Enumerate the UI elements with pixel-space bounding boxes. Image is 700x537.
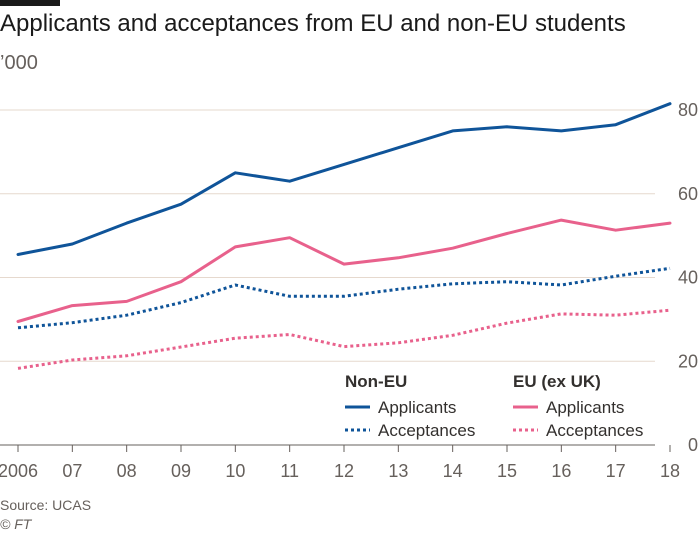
x-tick-label: 15 [497,461,517,481]
x-tick-label: 08 [117,461,137,481]
series-line-non-eu-applicants [16,102,672,256]
legend: Non-EU Applicants Acceptances EU (ex UK) App… [345,372,643,440]
x-tick-label: 07 [62,461,82,481]
y-tick-label: 20 [678,351,698,371]
legend-group-heading: EU (ex UK) [513,372,601,391]
x-tick-label: 10 [225,461,245,481]
x-tick-label: 2006 [0,461,38,481]
x-tick-label: 17 [606,461,626,481]
x-tick-label: 18 [660,461,680,481]
y-axis-ticks: 0 20 40 60 80 [678,100,698,455]
brand-bar [0,0,60,6]
x-axis-ticks: 2006 07 08 09 10 11 12 13 14 15 16 17 18 [0,445,680,481]
y-tick-label: 0 [688,435,698,455]
chart-title: Applicants and acceptances from EU and n… [0,10,626,37]
credit-note: © FT [0,516,32,532]
series-line-eu-ex-uk-acceptances [17,308,671,370]
legend-label: Acceptances [546,421,643,440]
legend-group-heading: Non-EU [345,372,407,391]
series-line-non-eu-acceptances [17,266,671,330]
y-tick-label: 60 [678,184,698,204]
x-tick-label: 13 [388,461,408,481]
legend-label: Acceptances [378,421,475,440]
x-tick-label: 14 [443,461,463,481]
series-lines [16,102,672,370]
legend-label: Applicants [546,398,624,417]
series-line-eu-ex-uk-applicants [16,218,672,323]
unit-label: ’000 [0,52,38,74]
x-tick-label: 09 [171,461,191,481]
x-tick-label: 16 [551,461,571,481]
legend-label: Applicants [378,398,456,417]
source-note: Source: UCAS [0,497,92,513]
gridlines [0,109,655,446]
x-tick-label: 12 [334,461,354,481]
y-tick-label: 80 [678,100,698,120]
y-tick-label: 40 [678,268,698,288]
x-tick-label: 11 [280,461,299,481]
